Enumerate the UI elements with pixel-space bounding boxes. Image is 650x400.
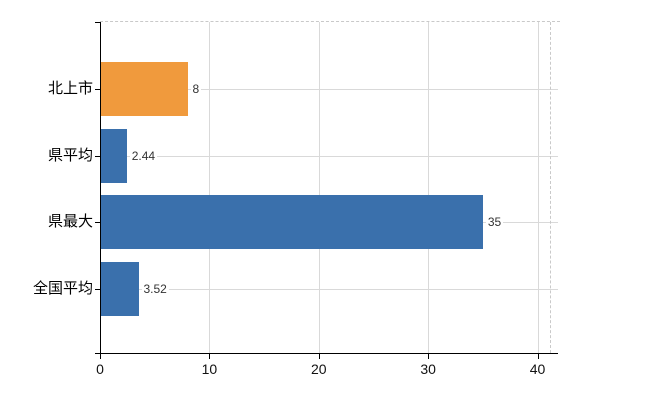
plot-border-top: [100, 21, 560, 22]
category-label: 全国平均: [32, 280, 93, 297]
x-axis-tick: [428, 353, 430, 359]
x-axis-line: [95, 353, 558, 354]
x-tick-label: 10: [201, 361, 218, 377]
bar: [100, 195, 483, 250]
bar-value-label: 3.52: [141, 281, 169, 297]
plot-border-right: [550, 22, 551, 353]
category-gridline: [100, 155, 558, 157]
x-tick-label: 20: [310, 361, 327, 377]
x-axis-tick: [209, 353, 211, 359]
bar-value-label: 35: [485, 214, 504, 231]
x-axis-tick: [537, 353, 539, 359]
bar-value-label: 8: [190, 80, 202, 97]
y-axis-tick: [95, 289, 100, 290]
y-axis-tick: [95, 22, 100, 23]
x-gridline: [318, 22, 320, 353]
x-axis-tick: [318, 353, 320, 359]
bar: [100, 61, 188, 116]
x-gridline: [537, 22, 539, 353]
category-label: 県最大: [47, 213, 93, 231]
x-tick-label: 0: [96, 361, 104, 377]
y-axis-tick: [95, 222, 100, 224]
category-label: 北上市: [47, 79, 93, 97]
bar: [100, 128, 127, 183]
category-gridline: [100, 289, 558, 290]
x-gridline: [428, 22, 430, 353]
bar-value-label: 2.44: [129, 147, 158, 164]
x-axis-tick: [100, 353, 101, 359]
y-axis-line: [100, 22, 101, 354]
y-axis-tick: [95, 88, 100, 90]
y-axis-tick: [95, 155, 100, 157]
x-tick-label: 30: [420, 361, 436, 377]
category-gridline: [100, 88, 558, 90]
x-gridline: [209, 22, 211, 353]
bar: [100, 262, 139, 316]
x-tick-label: 40: [529, 361, 546, 377]
category-label: 県平均: [47, 146, 93, 164]
